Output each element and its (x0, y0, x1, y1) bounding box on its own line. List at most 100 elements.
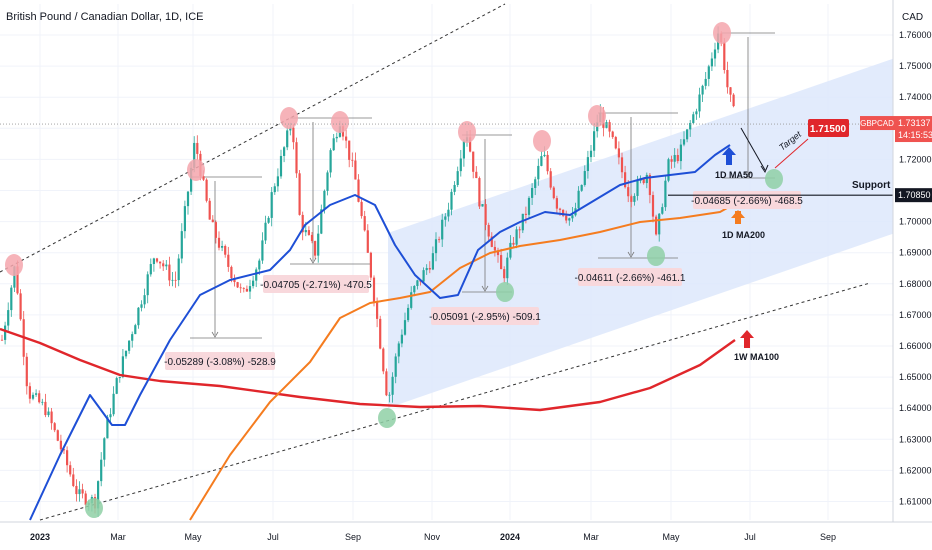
candle (227, 246, 230, 272)
pullback-5: -0.04685 (-2.66%) -468.5 (691, 191, 803, 209)
candle-body (667, 159, 670, 181)
time-tick-label: Nov (424, 532, 441, 542)
candle-body (651, 195, 655, 217)
candle-body (487, 224, 490, 237)
candle (152, 257, 155, 272)
candle (630, 194, 633, 208)
candle (493, 240, 496, 257)
candle-body (407, 307, 410, 321)
candle-body (633, 195, 636, 202)
candle (326, 170, 329, 196)
candle (710, 52, 713, 72)
candle (360, 198, 363, 219)
bottom-pivot-circle (496, 282, 514, 302)
pullback-box (165, 352, 275, 370)
ma100w-label: 1W MA100 (734, 352, 779, 362)
candle-body (50, 411, 53, 424)
pullback-label: -0.04611 (-2.66%) -461.1 (575, 273, 686, 284)
candle-body (190, 167, 193, 192)
top-pivot-circle (588, 105, 606, 127)
price-tick-label: 1.61000 (899, 497, 932, 507)
candle (31, 392, 35, 401)
candle (617, 141, 620, 165)
candle-body (518, 229, 521, 231)
candle-body (103, 438, 106, 460)
candle-body (69, 465, 72, 475)
candle (450, 188, 453, 216)
candle (171, 272, 174, 287)
candle (580, 184, 583, 192)
candle-body (500, 255, 503, 270)
symbol-badge (860, 116, 895, 131)
candle (25, 352, 28, 395)
ma50-label: 1D MA50 (715, 170, 753, 180)
candle-body (267, 217, 270, 223)
candle-body (636, 180, 639, 196)
candle-body (509, 242, 512, 258)
candle (100, 452, 103, 487)
candle-body (447, 209, 450, 217)
last-price-badge (895, 116, 932, 143)
pullback-1: -0.05289 (-3.08%) -528.9 (164, 352, 276, 370)
candle (180, 223, 183, 264)
candle (611, 130, 614, 139)
candle-body (723, 42, 726, 70)
candle-body (478, 178, 481, 207)
candle-body (664, 180, 667, 208)
candle-body (713, 49, 717, 59)
candle (81, 483, 84, 499)
candle (261, 232, 264, 264)
chart-title: British Pound / Canadian Dollar, 1D, ICE (6, 11, 204, 23)
candle (565, 210, 568, 224)
candle-body (295, 142, 298, 174)
candle-body (385, 371, 388, 396)
candle-body (183, 206, 186, 232)
candle-body (577, 190, 580, 209)
candle-body (134, 325, 137, 335)
price-axis: 1.61000 1.62000 1.63000 1.64000 1.65000 1.660… (860, 0, 932, 550)
candle-body (149, 264, 152, 275)
candle (655, 214, 658, 236)
candle (689, 120, 692, 137)
candle (310, 231, 314, 244)
candle (168, 256, 171, 287)
pullback-label: -0.05289 (-3.08%) -528.9 (164, 357, 276, 368)
support-badge (895, 188, 932, 203)
candle (44, 393, 47, 418)
candle-body (540, 156, 543, 166)
candle-body (555, 198, 558, 209)
candle-body (444, 216, 447, 220)
axis-bg (893, 0, 932, 550)
bottom-pivot-circle (647, 246, 665, 266)
candle-body (379, 318, 382, 349)
candle-body (298, 173, 301, 215)
arrow-shaft (744, 337, 750, 348)
candle (447, 202, 450, 222)
candle-body (335, 136, 338, 139)
candle-body (413, 286, 416, 293)
candle-body (400, 334, 403, 344)
candle (35, 389, 38, 397)
candle-body (13, 266, 16, 288)
candle-body (162, 263, 165, 267)
candle-body (28, 386, 31, 399)
candle (155, 257, 159, 264)
candle-body (630, 196, 633, 202)
candle (66, 446, 69, 473)
candle (704, 71, 707, 90)
candle-body (317, 233, 320, 256)
candle-body (47, 411, 50, 416)
candle-body (112, 393, 115, 415)
top-pivot-circle (458, 121, 476, 143)
candle-body (121, 356, 124, 378)
measure-arrowhead (627, 251, 635, 258)
candle-body (729, 87, 732, 95)
candle (453, 181, 456, 196)
candle (177, 254, 180, 287)
candle-body (307, 230, 310, 235)
candle-body (686, 129, 689, 140)
candle-body (174, 279, 177, 281)
candle (273, 183, 276, 195)
candle-body (205, 179, 208, 201)
